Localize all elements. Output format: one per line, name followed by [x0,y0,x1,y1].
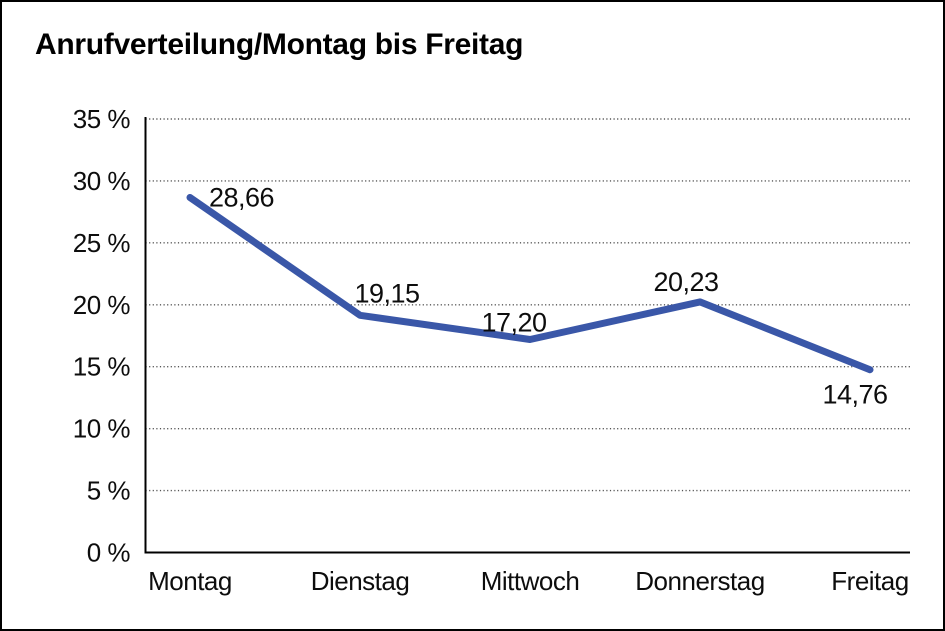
data-point-label: 28,66 [209,183,274,213]
y-tick-label: 20 % [73,290,131,320]
y-tick-label: 0 % [87,538,131,568]
y-tick-label: 30 % [73,166,131,196]
series-line [186,194,874,374]
x-category-label: Dienstag [311,566,410,596]
data-point-label: 17,20 [481,307,546,337]
data-point-label: 19,15 [354,278,419,308]
y-tick-label: 25 % [73,228,131,258]
y-tick-label: 10 % [73,414,131,444]
x-category-label: Mittwoch [481,566,580,596]
x-category-label: Freitag [831,566,908,596]
data-point-label: 14,76 [822,380,887,410]
y-tick-label: 5 % [87,476,131,506]
data-point-label: 20,23 [653,267,718,297]
y-tick-label: 35 % [73,104,131,134]
y-tick-label: 15 % [73,352,131,382]
x-category-label: Donnerstag [635,566,764,596]
chart-title: Anrufverteilung/Montag bis Freitag [35,28,524,61]
x-category-label: Montag [148,566,232,596]
